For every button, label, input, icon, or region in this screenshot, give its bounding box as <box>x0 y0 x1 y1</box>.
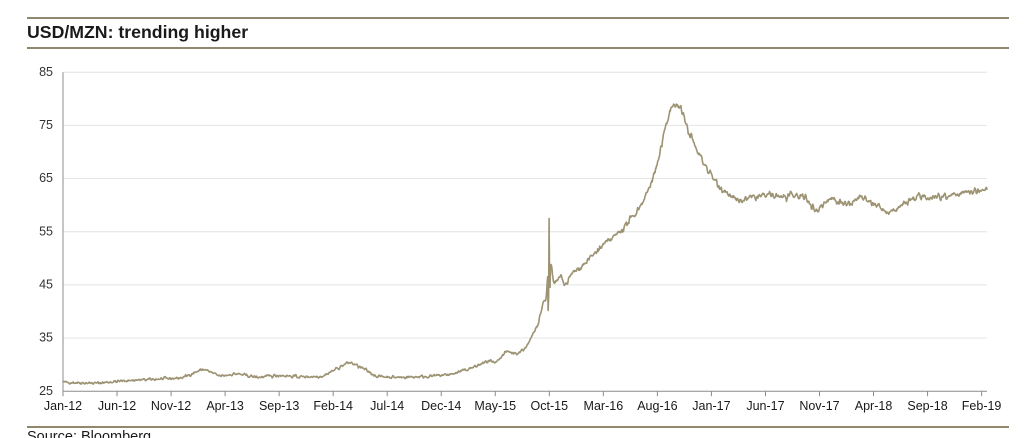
svg-text:Nov-17: Nov-17 <box>799 399 839 413</box>
svg-text:Jul-14: Jul-14 <box>370 399 404 413</box>
svg-text:Mar-16: Mar-16 <box>584 399 624 413</box>
svg-text:45: 45 <box>39 277 53 291</box>
svg-text:25: 25 <box>39 384 53 398</box>
svg-text:65: 65 <box>39 171 53 185</box>
svg-text:Nov-12: Nov-12 <box>151 399 191 413</box>
svg-text:Jan-17: Jan-17 <box>692 399 730 413</box>
svg-text:Oct-15: Oct-15 <box>531 399 569 413</box>
svg-text:Jan-12: Jan-12 <box>44 399 82 413</box>
svg-text:Jun-17: Jun-17 <box>746 399 784 413</box>
svg-text:Feb-19: Feb-19 <box>962 399 1002 413</box>
svg-text:Aug-16: Aug-16 <box>637 399 677 413</box>
svg-text:Feb-14: Feb-14 <box>313 399 353 413</box>
svg-text:85: 85 <box>39 65 53 79</box>
svg-text:Apr-18: Apr-18 <box>855 399 893 413</box>
svg-text:Apr-13: Apr-13 <box>206 399 244 413</box>
svg-text:55: 55 <box>39 224 53 238</box>
svg-text:35: 35 <box>39 331 53 345</box>
svg-text:Sep-13: Sep-13 <box>259 399 299 413</box>
svg-text:Dec-14: Dec-14 <box>421 399 461 413</box>
svg-text:75: 75 <box>39 118 53 132</box>
svg-text:Jun-12: Jun-12 <box>98 399 136 413</box>
svg-text:May-15: May-15 <box>474 399 516 413</box>
svg-text:Sep-18: Sep-18 <box>907 399 947 413</box>
